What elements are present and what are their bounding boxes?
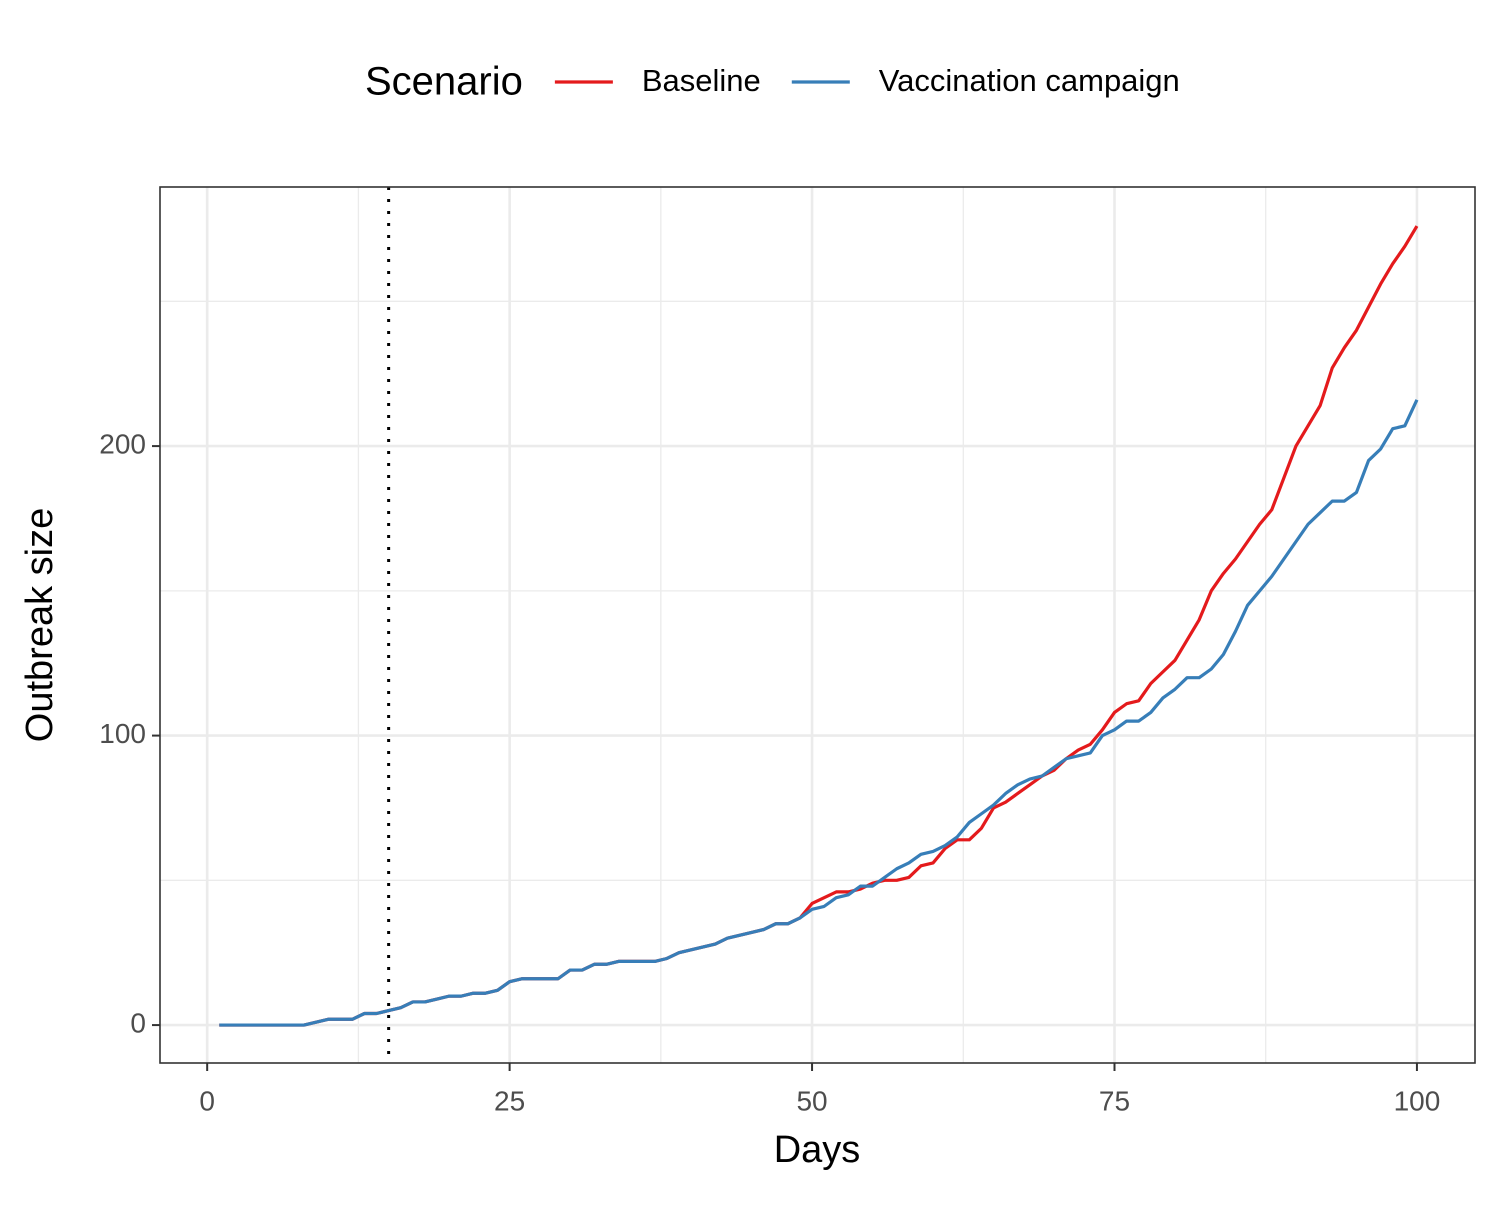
legend-label: Baseline	[642, 63, 761, 98]
y-tick-label: 100	[99, 718, 146, 749]
y-axis-title: Outbreak size	[19, 508, 61, 742]
plot-border	[159, 186, 1476, 1064]
legend-title: Scenario	[365, 60, 523, 104]
x-axis-title: Days	[774, 1129, 861, 1171]
x-tick-label: 50	[796, 1085, 827, 1116]
y-tick-label: 200	[99, 428, 146, 459]
x-tick-label: 100	[1394, 1085, 1441, 1116]
x-tick-label: 25	[494, 1085, 525, 1116]
y-tick-label: 0	[130, 1007, 146, 1038]
legend-label: Vaccination campaign	[879, 63, 1180, 98]
x-tick-label: 0	[199, 1085, 215, 1116]
x-tick-label: 75	[1099, 1085, 1130, 1116]
line	[219, 399, 1419, 1027]
